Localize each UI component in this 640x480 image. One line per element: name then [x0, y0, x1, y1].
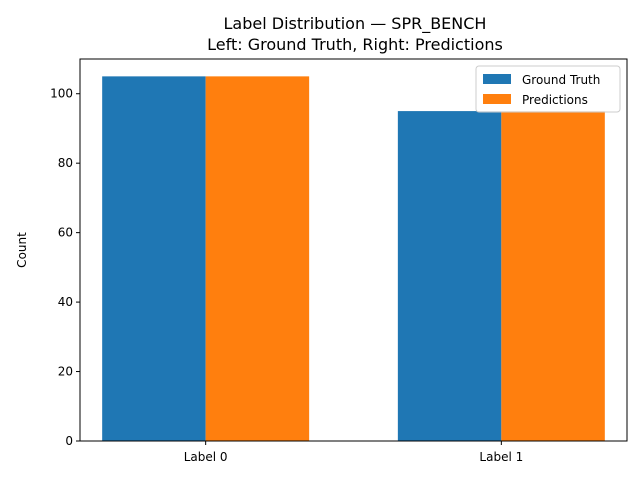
y-tick-label: 60 [58, 226, 73, 240]
y-tick-label: 40 [58, 295, 73, 309]
bar-predictions-1 [501, 111, 605, 441]
legend-swatch [483, 74, 511, 84]
x-tick-label: Label 0 [184, 450, 228, 464]
legend-box [475, 65, 621, 113]
axes-group: 0 20 40 60 80 100 Label 0 Label 1 [50, 58, 628, 464]
y-tick-label: 0 [65, 434, 73, 448]
x-tick-label: Label 1 [479, 450, 523, 464]
chart-subtitle: Left: Ground Truth, Right: Predictions [207, 35, 503, 54]
y-tick-label: 20 [58, 365, 73, 379]
chart-title: Label Distribution — SPR_BENCH [224, 14, 487, 34]
bar-predictions-0 [205, 76, 310, 441]
legend: Ground Truth Predictions [475, 65, 621, 113]
bar-ground-truth-1 [397, 111, 502, 441]
bar-ground-truth-0 [102, 76, 206, 441]
legend-label: Predictions [522, 93, 588, 107]
y-tick-label: 100 [50, 87, 73, 101]
y-tick-label: 80 [58, 156, 73, 170]
y-axis-label: Count [15, 232, 29, 268]
legend-label: Ground Truth [522, 73, 600, 87]
legend-swatch [483, 94, 511, 104]
bars-group [102, 76, 605, 441]
plot-frame [79, 58, 628, 442]
